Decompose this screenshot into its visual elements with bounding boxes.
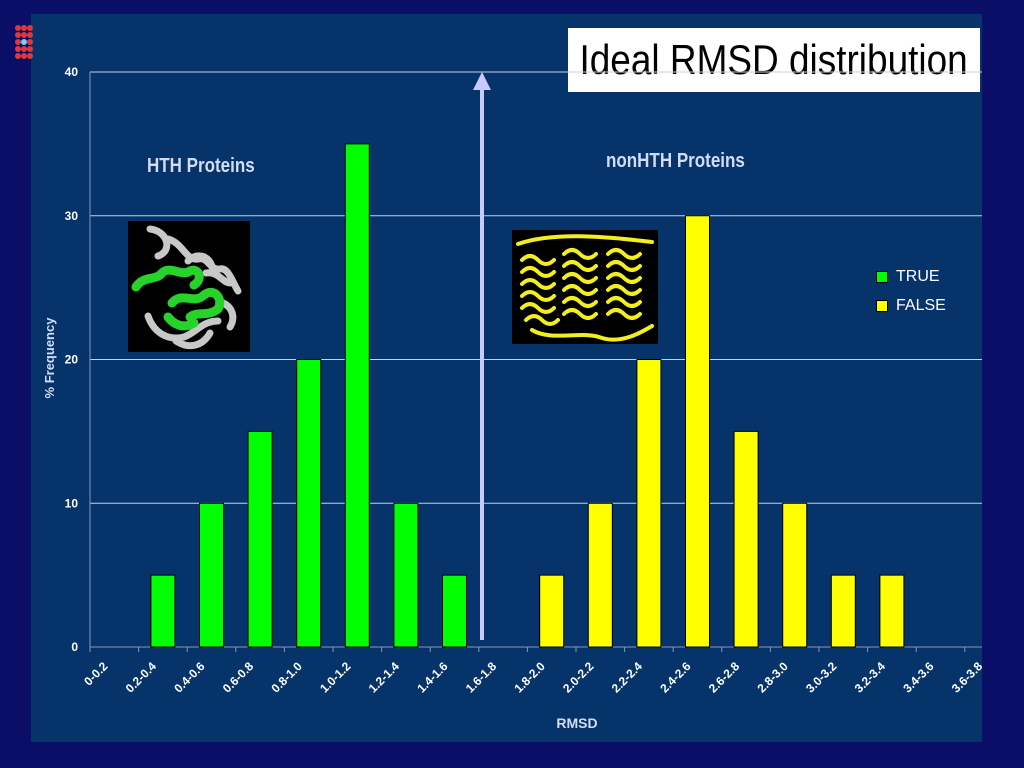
bar-true-0.4-0.6	[199, 502, 224, 648]
slide-title: Ideal RMSD distribution	[579, 36, 969, 83]
x-tick-label: 1.6-1.8	[463, 659, 500, 696]
x-tick-label: 0.4-0.6	[171, 659, 208, 696]
x-tick-label: 0-0.2	[81, 659, 110, 688]
y-tick-label: 20	[65, 353, 79, 367]
x-tick-label: 1.4-1.6	[414, 659, 451, 696]
nonhth-protein-image	[512, 230, 658, 344]
legend-swatch-false	[876, 299, 888, 312]
bar-true-0.6-0.8	[247, 430, 273, 648]
bar-false-2.2-2.4	[636, 359, 662, 648]
bar-false-3.2-3.4	[879, 574, 905, 648]
legend-item-true: TRUE	[876, 262, 946, 291]
hth-annotation: HTH Proteins	[147, 155, 255, 177]
legend-label-true: TRUE	[896, 267, 940, 285]
y-tick-label: 40	[65, 65, 79, 79]
y-axis-title: % Frequency	[42, 317, 57, 399]
legend-item-false: FALSE	[876, 291, 946, 320]
x-tick-label: 3.6-3.8	[949, 659, 986, 696]
x-tick-label: 2.6-2.8	[706, 659, 743, 696]
bar-true-1.2-1.4	[393, 502, 419, 648]
chart-legend: TRUE FALSE	[876, 262, 946, 320]
x-tick-label: 2.4-2.6	[657, 659, 694, 696]
x-tick-label: 2.2-2.4	[609, 659, 646, 696]
x-tick-label: 1.2-1.4	[366, 659, 403, 696]
x-axis-title: RMSD	[556, 715, 597, 731]
divider-arrow-head	[473, 72, 491, 90]
x-tick-label: 3.4-3.6	[900, 659, 937, 696]
x-tick-label: 1.8-2.0	[512, 659, 549, 696]
x-tick-label: 0.2-0.4	[123, 659, 160, 696]
x-tick-label: 0.6-0.8	[220, 659, 257, 696]
bar-true-1.0-1.2	[344, 143, 370, 648]
x-tick-label: 2.8-3.0	[755, 659, 792, 696]
legend-swatch-true	[876, 270, 888, 283]
y-tick-label: 10	[65, 496, 79, 510]
bar-false-2.0-2.2	[587, 502, 613, 648]
bar-false-2.8-3.0	[782, 502, 808, 648]
slide-panel	[31, 14, 982, 742]
x-tick-label: 1.0-1.2	[317, 659, 354, 696]
nonhth-annotation: nonHTH Proteins	[606, 150, 745, 172]
bar-true-0.8-1.0	[296, 359, 322, 648]
hth-protein-image	[128, 221, 250, 352]
logo-icon	[15, 25, 33, 59]
bar-false-1.8-2.0	[539, 574, 565, 648]
x-tick-label: 3.0-3.2	[803, 659, 840, 696]
y-tick-label: 0	[71, 640, 78, 654]
bar-true-1.4-1.6	[442, 574, 467, 648]
bar-false-2.6-2.8	[733, 430, 759, 648]
x-tick-label: 3.2-3.4	[852, 659, 889, 696]
bar-false-3.0-3.2	[830, 574, 856, 648]
bar-true-0.2-0.4	[150, 574, 176, 648]
y-tick-label: 30	[65, 209, 79, 223]
title-box: Ideal RMSD distribution	[568, 28, 980, 92]
bar-false-2.4-2.6	[685, 215, 710, 648]
legend-label-false: FALSE	[896, 296, 946, 314]
x-tick-label: 0.8-1.0	[269, 659, 306, 696]
x-tick-label: 2.0-2.2	[560, 659, 597, 696]
